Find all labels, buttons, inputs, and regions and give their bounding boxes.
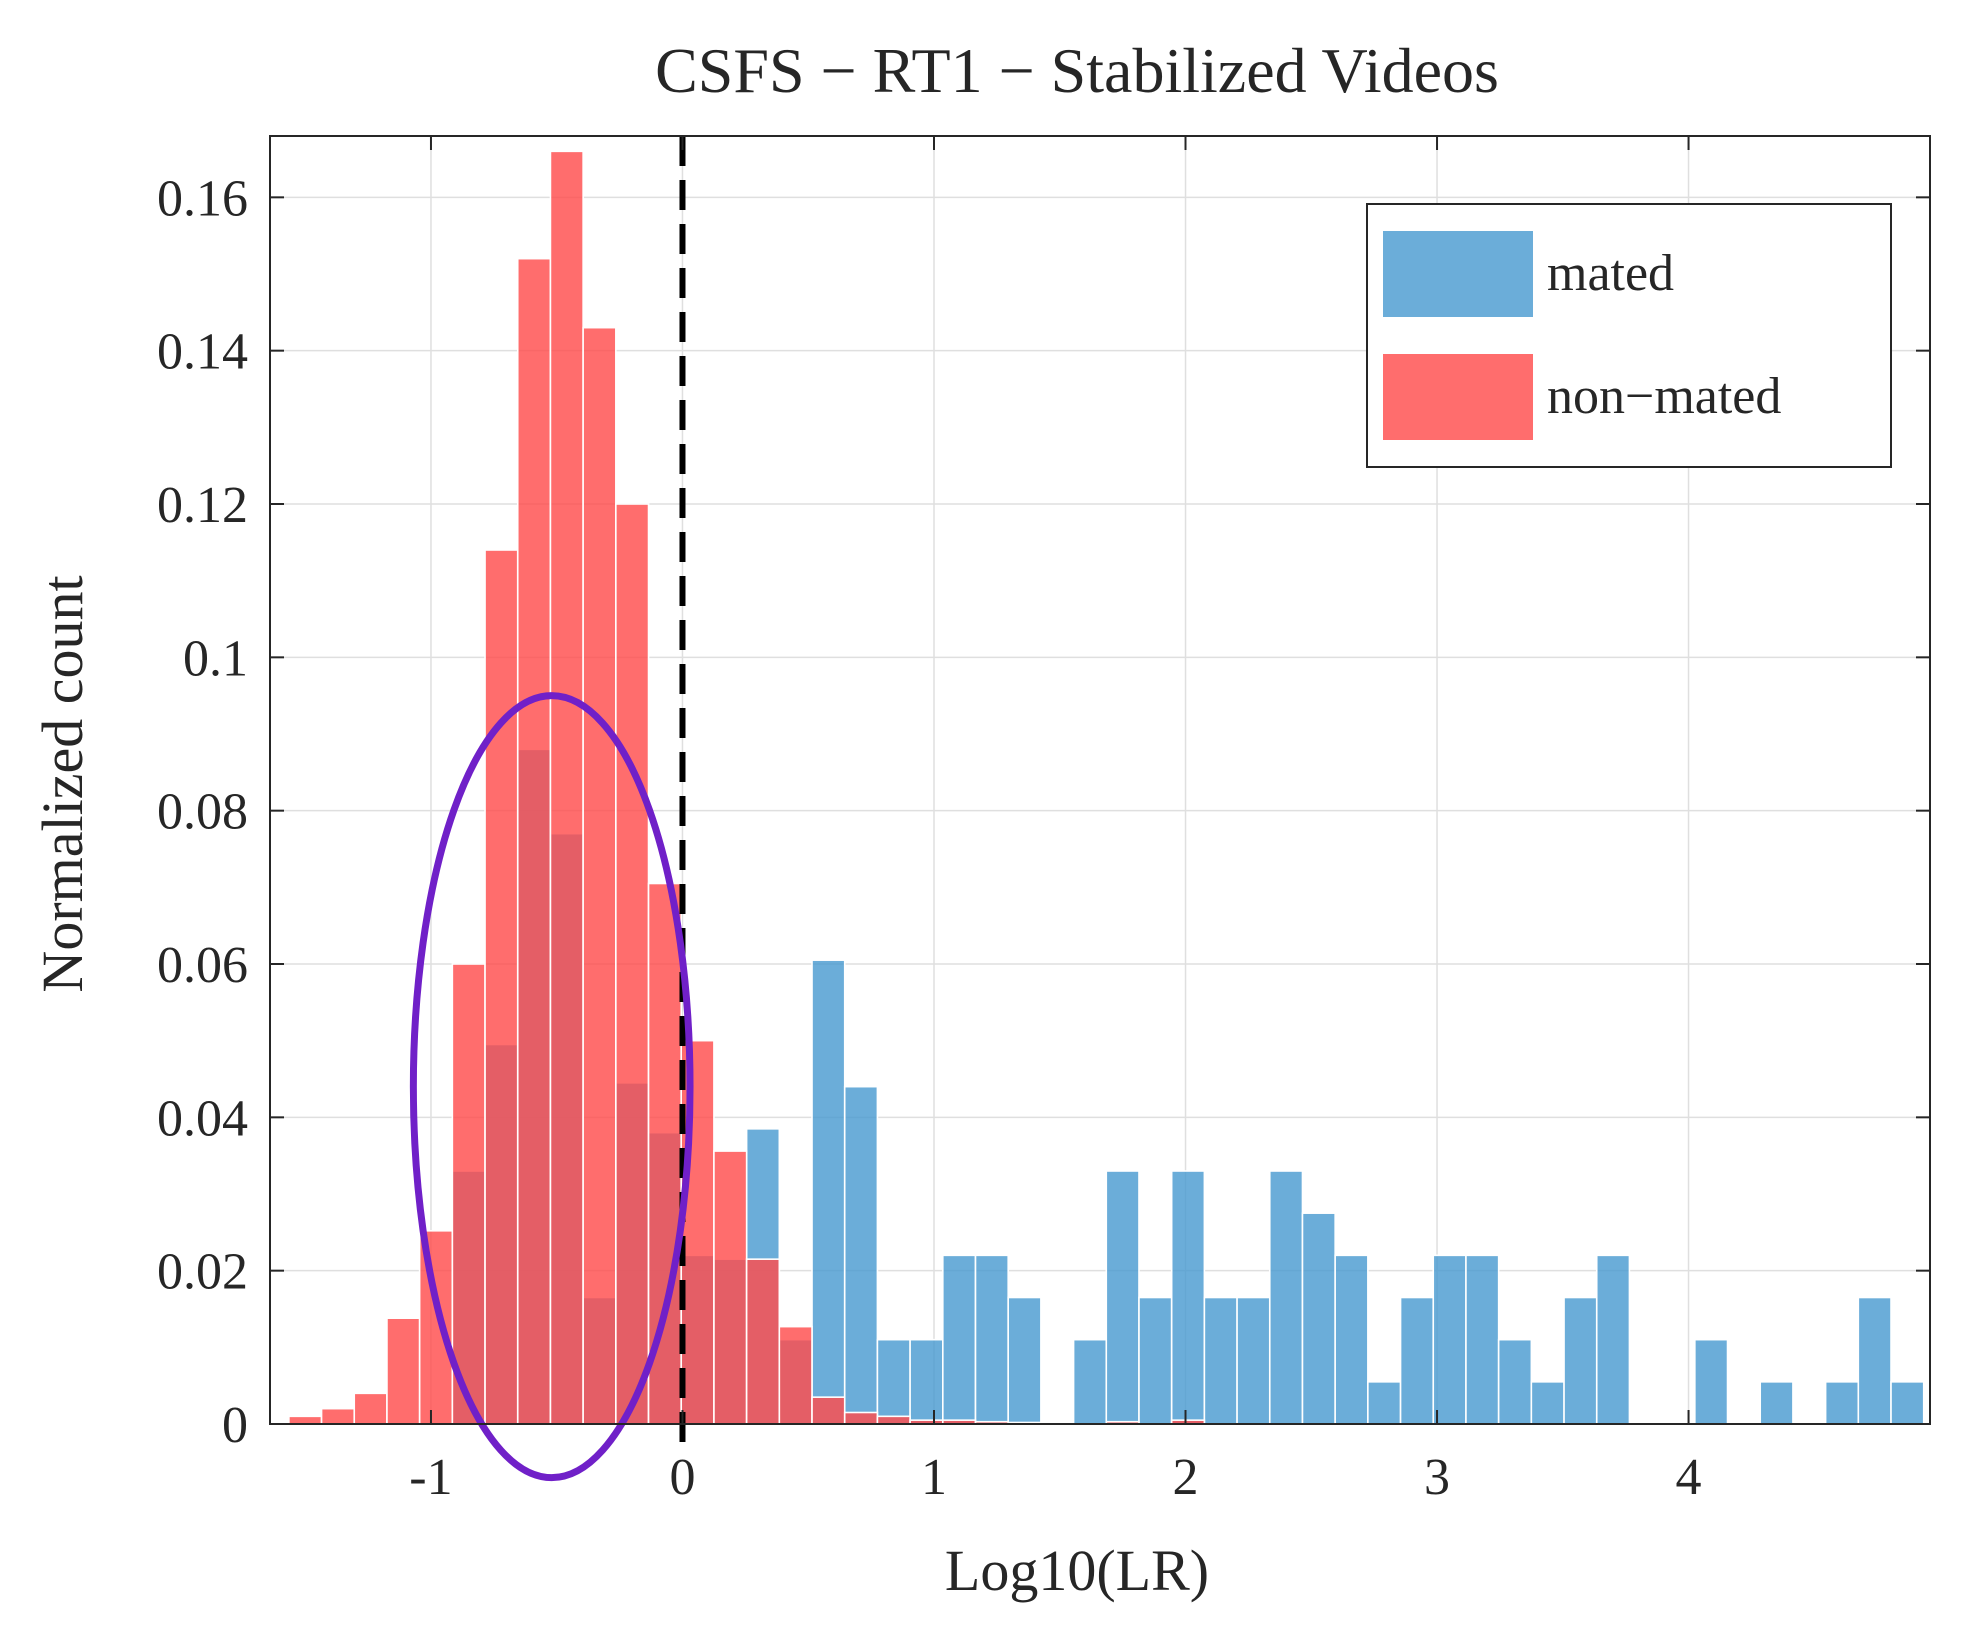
highlight-ellipse xyxy=(409,692,694,1482)
y-tick-label: 0.04 xyxy=(157,1090,248,1147)
bar-mated xyxy=(843,1085,879,1425)
bar-non-mated xyxy=(680,1039,715,1425)
x-tick-label: 0 xyxy=(669,1449,695,1506)
x-tick-label: 3 xyxy=(1424,1449,1450,1506)
annotations xyxy=(409,136,694,1482)
legend: mated non−mated xyxy=(1366,203,1892,468)
x-tick-label: 1 xyxy=(921,1449,947,1506)
bar-mated xyxy=(1694,1338,1729,1425)
x-tick-label: 4 xyxy=(1676,1449,1702,1506)
non-mated-bars xyxy=(288,150,1206,1425)
y-tick-label: 0.1 xyxy=(183,630,248,687)
bar-mated xyxy=(1105,1170,1140,1425)
bar-mated xyxy=(1759,1381,1794,1425)
bar-non-mated xyxy=(516,257,552,1425)
bar-non-mated xyxy=(386,1317,421,1425)
bar-mated xyxy=(909,1338,944,1425)
bar-non-mated xyxy=(549,150,584,1425)
bar-mated xyxy=(1432,1254,1467,1425)
bar-non-mated xyxy=(745,1258,781,1425)
bar-non-mated xyxy=(288,1415,323,1425)
axes xyxy=(269,135,1931,1425)
y-tick-label: 0.14 xyxy=(157,324,248,381)
bar-mated xyxy=(974,1254,1009,1425)
bar-non-mated xyxy=(647,882,683,1425)
x-tick-label: -1 xyxy=(409,1449,452,1506)
chart-title: CSFS − RT1 − Stabilized Videos xyxy=(655,35,1499,106)
bar-mated xyxy=(1301,1212,1336,1425)
bar-mated xyxy=(1824,1381,1860,1425)
bar-non-mated xyxy=(615,503,650,1425)
bar-mated xyxy=(1236,1296,1271,1425)
legend-label-non-mated: non−mated xyxy=(1547,368,1781,425)
bar-non-mated xyxy=(484,549,519,1425)
bar-mated xyxy=(1497,1338,1533,1425)
bar-mated xyxy=(1072,1338,1108,1425)
bar-mated xyxy=(811,959,846,1425)
y-tick-label: 0.06 xyxy=(157,937,248,994)
y-tick-label: 0.12 xyxy=(157,477,248,534)
y-tick-label: 0.08 xyxy=(157,784,248,841)
bar-mated xyxy=(1399,1296,1435,1425)
x-tick-label: 2 xyxy=(1173,1449,1199,1506)
bar-mated xyxy=(876,1338,911,1425)
legend-swatch-non-mated xyxy=(1383,354,1533,440)
bar-mated xyxy=(1563,1296,1598,1425)
bar-non-mated xyxy=(811,1396,846,1425)
bar-non-mated xyxy=(451,963,486,1425)
legend-swatch-mated xyxy=(1383,231,1533,317)
bar-mated xyxy=(1138,1296,1173,1425)
bar-mated xyxy=(1857,1296,1892,1425)
bar-mated xyxy=(1367,1381,1402,1425)
bar-non-mated xyxy=(582,326,617,1425)
bar-mated xyxy=(1530,1381,1565,1425)
bar-mated xyxy=(1334,1254,1369,1425)
y-tick-label: 0.16 xyxy=(157,170,248,227)
bar-mated xyxy=(1465,1254,1500,1425)
axes-box xyxy=(269,135,1931,1425)
bar-non-mated xyxy=(778,1325,813,1425)
bar-non-mated xyxy=(320,1407,356,1425)
bar-mated xyxy=(1595,1254,1631,1425)
legend-label-mated: mated xyxy=(1547,245,1674,302)
x-axis-label: Log10(LR) xyxy=(945,1538,1209,1603)
tick-labels: -1 0 1 2 3 4 0 0.02 0.04 0.06 0.08 0.1 0.12 0.14 0.16 xyxy=(157,170,1702,1506)
bar-non-mated xyxy=(353,1392,388,1425)
y-tick-label: 0.02 xyxy=(157,1244,248,1301)
bar-mated xyxy=(1170,1170,1206,1425)
y-tick-label: 0 xyxy=(222,1397,248,1454)
bar-mated xyxy=(1203,1296,1238,1425)
bar-mated xyxy=(1007,1296,1042,1425)
bar-non-mated xyxy=(713,1150,748,1425)
bar-mated xyxy=(1268,1170,1304,1425)
bar-non-mated xyxy=(876,1415,911,1425)
bar-mated xyxy=(942,1254,977,1425)
y-axis-label: Normalized count xyxy=(30,575,95,992)
bar-non-mated xyxy=(843,1411,879,1425)
bar-mated xyxy=(1890,1381,1925,1425)
